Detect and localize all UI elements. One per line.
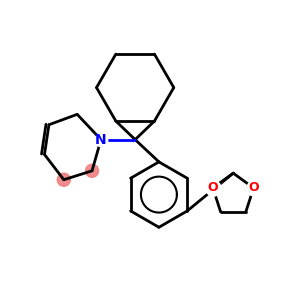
Circle shape xyxy=(85,164,99,177)
Text: N: N xyxy=(95,133,107,147)
Circle shape xyxy=(57,173,70,186)
Text: O: O xyxy=(208,182,218,194)
Text: O: O xyxy=(248,182,259,194)
